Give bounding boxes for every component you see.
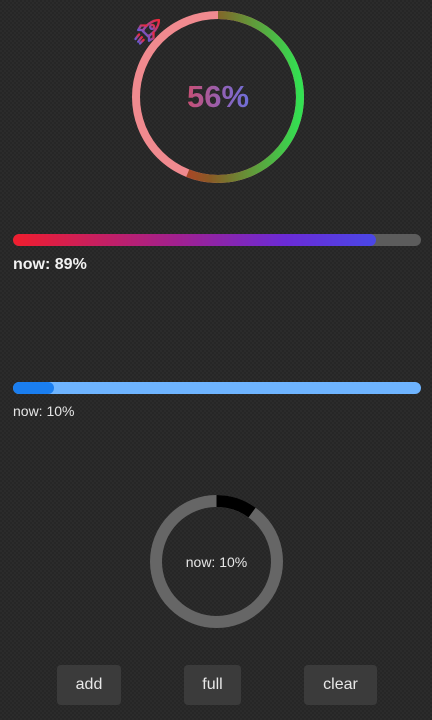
rocket-icon (134, 18, 161, 45)
clear-button[interactable]: clear (304, 665, 377, 705)
gradient-ring-percent: 56% (186, 79, 250, 114)
blue-progress-label: now: 10% (13, 403, 75, 419)
blue-progress-fill (13, 382, 54, 394)
gradient-progress-bar (13, 234, 421, 246)
gray-ring-progress: now: 10% (150, 495, 283, 628)
gradient-progress-fill (13, 234, 377, 246)
add-button[interactable]: add (57, 665, 121, 705)
gray-ring-label: now: 10% (185, 553, 248, 570)
blue-progress-bar (13, 382, 421, 394)
gradient-progress-label: now: 89% (13, 256, 87, 273)
full-button[interactable]: full (184, 665, 241, 705)
gray-ring-svg (150, 495, 283, 628)
gray-ring-arc (150, 495, 283, 628)
gradient-ring-center: 56% (131, 10, 305, 184)
gradient-ring-svg (132, 11, 304, 183)
gradient-ring-arc (132, 11, 304, 183)
gradient-ring-progress: 56% (131, 10, 305, 184)
